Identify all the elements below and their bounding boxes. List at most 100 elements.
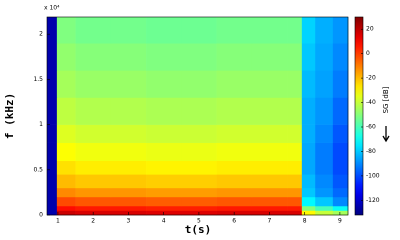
heatmap-cell bbox=[216, 196, 253, 207]
heatmap-cell bbox=[75, 70, 112, 98]
heatmap-cell bbox=[75, 142, 112, 162]
heatmap-cell bbox=[216, 70, 253, 98]
heatmap-cell bbox=[287, 70, 303, 98]
heatmap-cell bbox=[301, 160, 316, 175]
heatmap-cell bbox=[110, 187, 147, 198]
heatmap-cell bbox=[251, 97, 288, 125]
heatmap-cell bbox=[47, 70, 58, 98]
x-tick-label: 3 bbox=[127, 218, 131, 225]
heatmap-cell bbox=[110, 174, 147, 189]
heatmap-cell bbox=[56, 124, 76, 143]
heatmap-cell bbox=[181, 205, 217, 211]
heatmap-cell bbox=[216, 142, 253, 162]
heatmap-cell bbox=[56, 196, 76, 207]
heatmap-cell bbox=[146, 160, 182, 175]
heatmap-cell bbox=[332, 142, 349, 162]
heatmap-cell bbox=[146, 205, 182, 211]
heatmap-cell bbox=[301, 97, 316, 125]
heatmap-cell bbox=[287, 43, 303, 71]
heatmap-cell bbox=[181, 17, 217, 44]
heatmap-cell bbox=[315, 70, 334, 98]
heatmap-cell bbox=[315, 205, 334, 211]
heatmap-cell bbox=[56, 97, 76, 125]
heatmap-cell bbox=[251, 142, 288, 162]
heatmap-cell bbox=[146, 124, 182, 143]
heatmap-cell bbox=[315, 174, 334, 189]
y-tick-label: 0 bbox=[39, 212, 43, 219]
heatmap-cell bbox=[216, 43, 253, 71]
heatmap-cell bbox=[287, 160, 303, 175]
heatmap-cell bbox=[56, 187, 76, 198]
heatmap-cell bbox=[301, 174, 316, 189]
heatmap-cell bbox=[332, 174, 349, 189]
heatmap-cell bbox=[146, 43, 182, 71]
colorbar-tick-label: -100 bbox=[366, 172, 380, 179]
x-tick-label: 2 bbox=[91, 218, 95, 225]
heatmap-cell bbox=[146, 70, 182, 98]
heatmap-cell bbox=[56, 160, 76, 175]
heatmap-cell bbox=[146, 142, 182, 162]
heatmap-cell bbox=[47, 124, 58, 143]
heatmap-cell bbox=[181, 160, 217, 175]
heatmap-cell bbox=[181, 43, 217, 71]
heatmap-cell bbox=[75, 160, 112, 175]
x-tick-label: 6 bbox=[232, 218, 236, 225]
heatmap-cell bbox=[287, 210, 303, 216]
x-axis-label: t(s) bbox=[185, 223, 212, 236]
heatmap-cell bbox=[56, 142, 76, 162]
heatmap-cell bbox=[56, 210, 76, 216]
heatmap-cell bbox=[110, 142, 147, 162]
heatmap-cell bbox=[146, 174, 182, 189]
heatmap-cell bbox=[332, 187, 349, 198]
heatmap-cell bbox=[47, 142, 58, 162]
heatmap-cell bbox=[251, 17, 288, 44]
x-tick-label: 4 bbox=[162, 218, 166, 225]
heatmap-cell bbox=[332, 97, 349, 125]
x-tick-label: 7 bbox=[267, 218, 271, 225]
heatmap-cell bbox=[181, 142, 217, 162]
heatmap-cell bbox=[110, 196, 147, 207]
colorbar-arrow bbox=[382, 126, 390, 143]
heatmap-cell bbox=[47, 196, 58, 207]
x-tick-label: 5 bbox=[197, 218, 201, 225]
heatmap-cell bbox=[287, 17, 303, 44]
heatmap-cell bbox=[56, 174, 76, 189]
heatmap-cell bbox=[332, 70, 349, 98]
heatmap-cell bbox=[110, 17, 147, 44]
heatmap-cell bbox=[146, 17, 182, 44]
heatmap-cell bbox=[251, 196, 288, 207]
colorbar-tick-label: 20 bbox=[366, 26, 374, 33]
heatmap-cell bbox=[315, 187, 334, 198]
heatmap-cell bbox=[315, 196, 334, 207]
heatmap-cell bbox=[315, 142, 334, 162]
heatmap-cell bbox=[251, 43, 288, 71]
heatmap-cell bbox=[47, 174, 58, 189]
heatmap-cell bbox=[75, 196, 112, 207]
heatmap-cell bbox=[216, 205, 253, 211]
heatmap-cell bbox=[301, 17, 316, 44]
heatmap-cell bbox=[75, 97, 112, 125]
heatmap-cell bbox=[251, 70, 288, 98]
colorbar-tick-label: -40 bbox=[366, 99, 376, 106]
heatmap-cell bbox=[332, 124, 349, 143]
colorbar-label: SG [dB] bbox=[382, 86, 390, 113]
heatmap-cell bbox=[75, 187, 112, 198]
colorbar bbox=[354, 16, 364, 216]
heatmap-cell bbox=[75, 43, 112, 71]
heatmap-cell bbox=[216, 17, 253, 44]
heatmap-cell bbox=[301, 210, 316, 216]
heatmap-cell bbox=[75, 17, 112, 44]
heatmap-cell bbox=[315, 160, 334, 175]
heatmap-cell bbox=[47, 187, 58, 198]
heatmap-cell bbox=[56, 70, 76, 98]
axis-multiplier: x 10⁴ bbox=[44, 5, 60, 12]
heatmap-cell bbox=[75, 124, 112, 143]
heatmap-cell bbox=[75, 174, 112, 189]
x-tick-label: 1 bbox=[56, 218, 60, 225]
x-tick-label: 8 bbox=[303, 218, 307, 225]
heatmap-cell bbox=[181, 70, 217, 98]
heatmap-cell bbox=[332, 160, 349, 175]
colorbar-tick-label: -120 bbox=[366, 197, 380, 204]
heatmap-cell bbox=[110, 70, 147, 98]
